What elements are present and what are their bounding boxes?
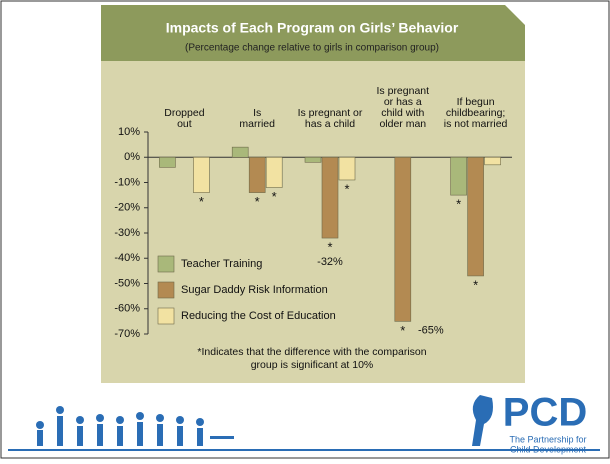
x-category-label: child with bbox=[381, 107, 424, 119]
title-band bbox=[101, 5, 525, 61]
bar bbox=[265, 156, 283, 188]
x-category-label: Is pregnant or bbox=[298, 107, 363, 119]
significance-marker: * bbox=[400, 323, 405, 338]
bar bbox=[231, 146, 249, 158]
chart-title: Impacts of Each Program on Girls’ Behavi… bbox=[166, 20, 459, 36]
chart-subtitle: (Percentage change relative to girls in … bbox=[185, 43, 439, 54]
x-category-label: If begun bbox=[457, 96, 495, 108]
footnote: group is significant at 10% bbox=[251, 359, 374, 371]
y-tick-label: -50% bbox=[114, 277, 140, 289]
x-category-label: older man bbox=[379, 118, 426, 130]
legend-swatch bbox=[157, 281, 175, 299]
y-tick-label: 10% bbox=[118, 126, 140, 138]
bar bbox=[248, 156, 266, 193]
bar bbox=[159, 156, 176, 168]
significance-marker: * bbox=[255, 194, 260, 209]
x-category-label: has a child bbox=[305, 118, 355, 130]
significance-marker: * bbox=[473, 277, 478, 292]
bar bbox=[484, 156, 501, 166]
value-label: -32% bbox=[317, 256, 343, 268]
bar bbox=[467, 156, 484, 277]
x-category-label: is not married bbox=[444, 118, 508, 130]
logo-line: Child Development bbox=[510, 444, 587, 454]
bar bbox=[304, 156, 322, 163]
y-tick-label: -10% bbox=[114, 176, 140, 188]
y-tick-label: -20% bbox=[114, 202, 140, 214]
logo-line: The Partnership for bbox=[509, 434, 586, 444]
legend-swatch bbox=[157, 255, 175, 273]
legend-label: Reducing the Cost of Education bbox=[181, 310, 336, 322]
x-category-label: Is bbox=[253, 107, 261, 119]
bar bbox=[394, 156, 412, 322]
bar bbox=[321, 156, 339, 239]
legend-swatch bbox=[157, 307, 175, 325]
y-tick-label: -70% bbox=[114, 328, 140, 340]
kids-illustration bbox=[36, 406, 234, 446]
footnote: *Indicates that the difference with the … bbox=[197, 346, 426, 358]
legend-label: Teacher Training bbox=[181, 258, 262, 270]
y-tick-label: -30% bbox=[114, 227, 140, 239]
significance-marker: * bbox=[199, 194, 204, 209]
significance-marker: * bbox=[456, 197, 461, 212]
logo-figure bbox=[472, 395, 493, 446]
logo-mark: PCD bbox=[503, 391, 587, 435]
significance-marker: * bbox=[272, 189, 277, 204]
y-tick-label: -60% bbox=[114, 303, 140, 315]
x-category-label: married bbox=[239, 118, 275, 130]
bar bbox=[193, 156, 210, 193]
x-category-label: Is pregnant bbox=[377, 85, 430, 97]
x-category-label: Dropped bbox=[164, 107, 204, 119]
bar bbox=[450, 156, 467, 196]
y-tick-label: 0% bbox=[124, 151, 140, 163]
significance-marker: * bbox=[327, 239, 332, 254]
y-tick-label: -40% bbox=[114, 252, 140, 264]
x-category-label: childbearing; bbox=[446, 107, 506, 119]
corner-fold bbox=[505, 5, 525, 25]
legend-label: Sugar Daddy Risk Information bbox=[181, 284, 328, 296]
footer-rule bbox=[8, 449, 600, 451]
value-label: -65% bbox=[418, 324, 444, 336]
x-category-label: or has a bbox=[384, 96, 422, 108]
bar bbox=[338, 156, 356, 181]
significance-marker: * bbox=[344, 181, 349, 196]
x-category-label: out bbox=[177, 118, 192, 130]
